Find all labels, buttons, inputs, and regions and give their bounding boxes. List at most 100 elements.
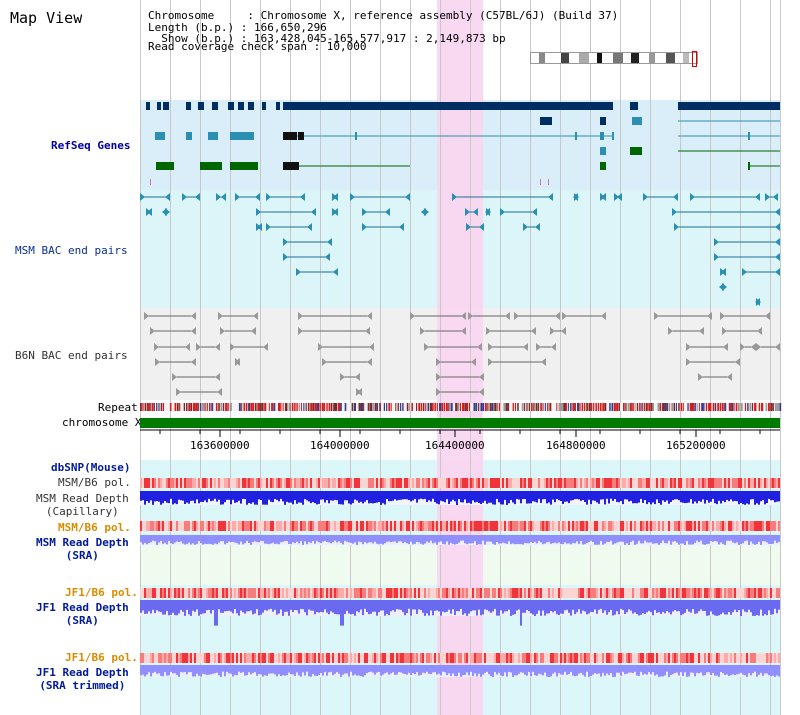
gene-exon — [630, 102, 638, 110]
repeat-element — [160, 403, 163, 411]
repeat-element — [480, 403, 483, 411]
jf1-read-depth-trimmed-label[interactable]: JF1 Read Depth (SRA trimmed) — [36, 666, 129, 692]
msm-bac-label[interactable]: MSM BAC end pairs — [15, 244, 128, 257]
refseq-genes-label[interactable]: RefSeq Genes — [51, 139, 131, 152]
depth-bar — [404, 665, 406, 674]
pol-marker — [702, 478, 704, 488]
depth-bar — [770, 535, 772, 544]
pol-marker — [450, 653, 452, 663]
depth-bar — [282, 535, 284, 542]
depth-bar — [306, 600, 308, 616]
pol-marker — [594, 521, 596, 531]
pol-marker — [560, 588, 562, 598]
pol-marker — [432, 521, 434, 531]
pol-marker — [382, 478, 384, 488]
depth-bar — [544, 600, 546, 616]
msm-read-depth-capillary-label[interactable]: MSM Read Depth (Capillary) — [36, 492, 129, 518]
depth-bar — [386, 600, 388, 614]
jf1-b6-pol-label-1[interactable]: JF1/B6 pol. — [65, 586, 138, 599]
depth-bar — [530, 600, 532, 614]
gene-exon — [600, 147, 606, 155]
msm-bac-end — [573, 193, 578, 201]
depth-bar — [478, 491, 480, 503]
pol-marker — [160, 653, 162, 663]
depth-bar — [236, 535, 238, 544]
repeat-element — [434, 403, 436, 411]
pol-marker — [748, 521, 750, 531]
repeat-element — [416, 403, 418, 411]
chromosome-label[interactable]: chromosome X — [62, 416, 142, 429]
depth-bar — [562, 491, 564, 504]
pol-marker — [302, 478, 304, 488]
depth-bar — [240, 600, 242, 611]
pol-marker — [406, 588, 408, 598]
pol-marker — [364, 653, 366, 663]
depth-bar — [690, 535, 692, 545]
pol-marker — [340, 478, 342, 488]
pol-marker — [766, 478, 768, 488]
depth-bar — [444, 491, 446, 503]
pol-marker — [354, 653, 356, 663]
pol-marker — [358, 588, 360, 598]
depth-bar — [326, 491, 328, 501]
b6n-bac-end — [298, 312, 303, 320]
depth-bar — [390, 600, 392, 612]
jf1-read-depth-sra-label[interactable]: JF1 Read Depth (SRA) — [36, 601, 129, 627]
pol-marker — [208, 588, 210, 598]
jf1-b6-pol-label-2[interactable]: JF1/B6 pol. — [65, 651, 138, 664]
pol-marker — [604, 588, 606, 598]
depth-bar — [460, 535, 462, 541]
msm-b6-pol-label-2[interactable]: MSM/B6 pol. — [58, 521, 131, 534]
gene-exon — [208, 132, 218, 140]
pol-marker — [160, 521, 162, 531]
depth-bar — [634, 491, 636, 504]
pol-marker — [548, 521, 550, 531]
depth-bar — [342, 491, 344, 505]
pol-marker — [318, 521, 320, 531]
depth-bar — [524, 491, 526, 499]
depth-bar — [756, 600, 758, 615]
depth-bar — [312, 665, 314, 674]
pol-marker — [428, 588, 430, 598]
pol-marker — [436, 521, 438, 531]
pol-marker — [322, 478, 324, 488]
depth-bar — [458, 665, 460, 673]
msm-bac-end — [266, 193, 271, 201]
msm-b6-pol-label-1[interactable]: MSM/B6 pol. — [58, 476, 131, 489]
msm-read-depth-sra-label[interactable]: MSM Read Depth (SRA) — [36, 536, 129, 562]
pol-marker — [690, 521, 692, 531]
b6n-bac-label[interactable]: B6N BAC end pairs — [15, 349, 128, 362]
pol-marker — [178, 653, 180, 663]
pol-marker — [268, 588, 270, 598]
pol-marker — [390, 588, 392, 598]
gene-exon — [155, 132, 165, 140]
pol-marker — [160, 478, 162, 488]
pol-marker — [374, 521, 376, 531]
pol-marker — [608, 653, 610, 663]
gene-exon — [238, 102, 244, 110]
depth-bar — [208, 665, 210, 675]
depth-bar — [476, 665, 478, 677]
repeat-element — [296, 403, 298, 411]
depth-bar — [262, 665, 264, 677]
depth-bar — [540, 665, 542, 675]
depth-bar — [590, 600, 592, 612]
depth-bar — [396, 600, 398, 610]
depth-bar — [486, 665, 488, 672]
b6n-bac-end — [436, 388, 441, 396]
pol-marker — [774, 653, 776, 663]
depth-bar — [634, 600, 636, 613]
depth-bar — [752, 665, 754, 674]
pol-marker — [250, 653, 252, 663]
pol-marker — [406, 653, 408, 663]
chromosome-ideogram[interactable] — [530, 51, 698, 67]
b6n-bac-end — [144, 312, 149, 320]
depth-bar — [388, 665, 390, 675]
pol-marker — [356, 478, 358, 488]
pol-marker — [210, 521, 212, 531]
depth-bar — [416, 600, 418, 614]
dbsnp-label[interactable]: dbSNP(Mouse) — [51, 461, 131, 474]
repeat-label[interactable]: Repeat — [98, 401, 138, 414]
depth-bar — [710, 491, 712, 502]
